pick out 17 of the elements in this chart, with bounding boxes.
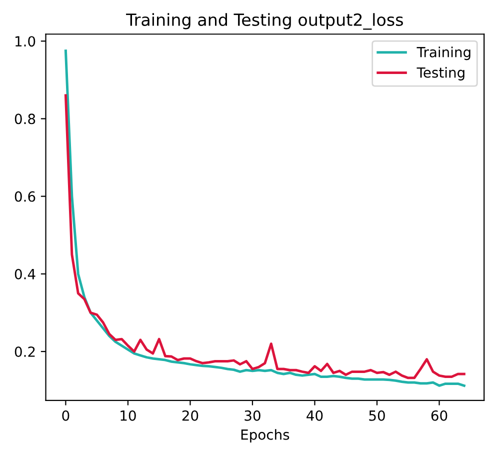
y-tick-label: 0.6	[14, 191, 36, 202]
x-tick-label: 50	[369, 410, 385, 421]
x-tick-label: 10	[120, 410, 136, 421]
chart-title: Training and Testing output2_loss	[126, 13, 403, 30]
line-series	[64, 94, 466, 380]
x-tick-label: 0	[62, 410, 70, 421]
x-tick-label: 40	[306, 410, 323, 421]
legend-label: Training	[416, 46, 470, 60]
y-tick-label: 0.4	[14, 268, 36, 280]
x-tick-label: 20	[182, 410, 198, 421]
x-tick-label: 30	[244, 410, 260, 421]
y-tick-label: 0.2	[14, 346, 35, 357]
x-axis-title: Epochs	[241, 429, 290, 443]
legend-label: Testing	[416, 67, 464, 80]
x-tick-label: 60	[431, 410, 448, 421]
y-tick-label: 1.0	[15, 36, 36, 47]
y-tick-label: 0.8	[14, 114, 36, 124]
